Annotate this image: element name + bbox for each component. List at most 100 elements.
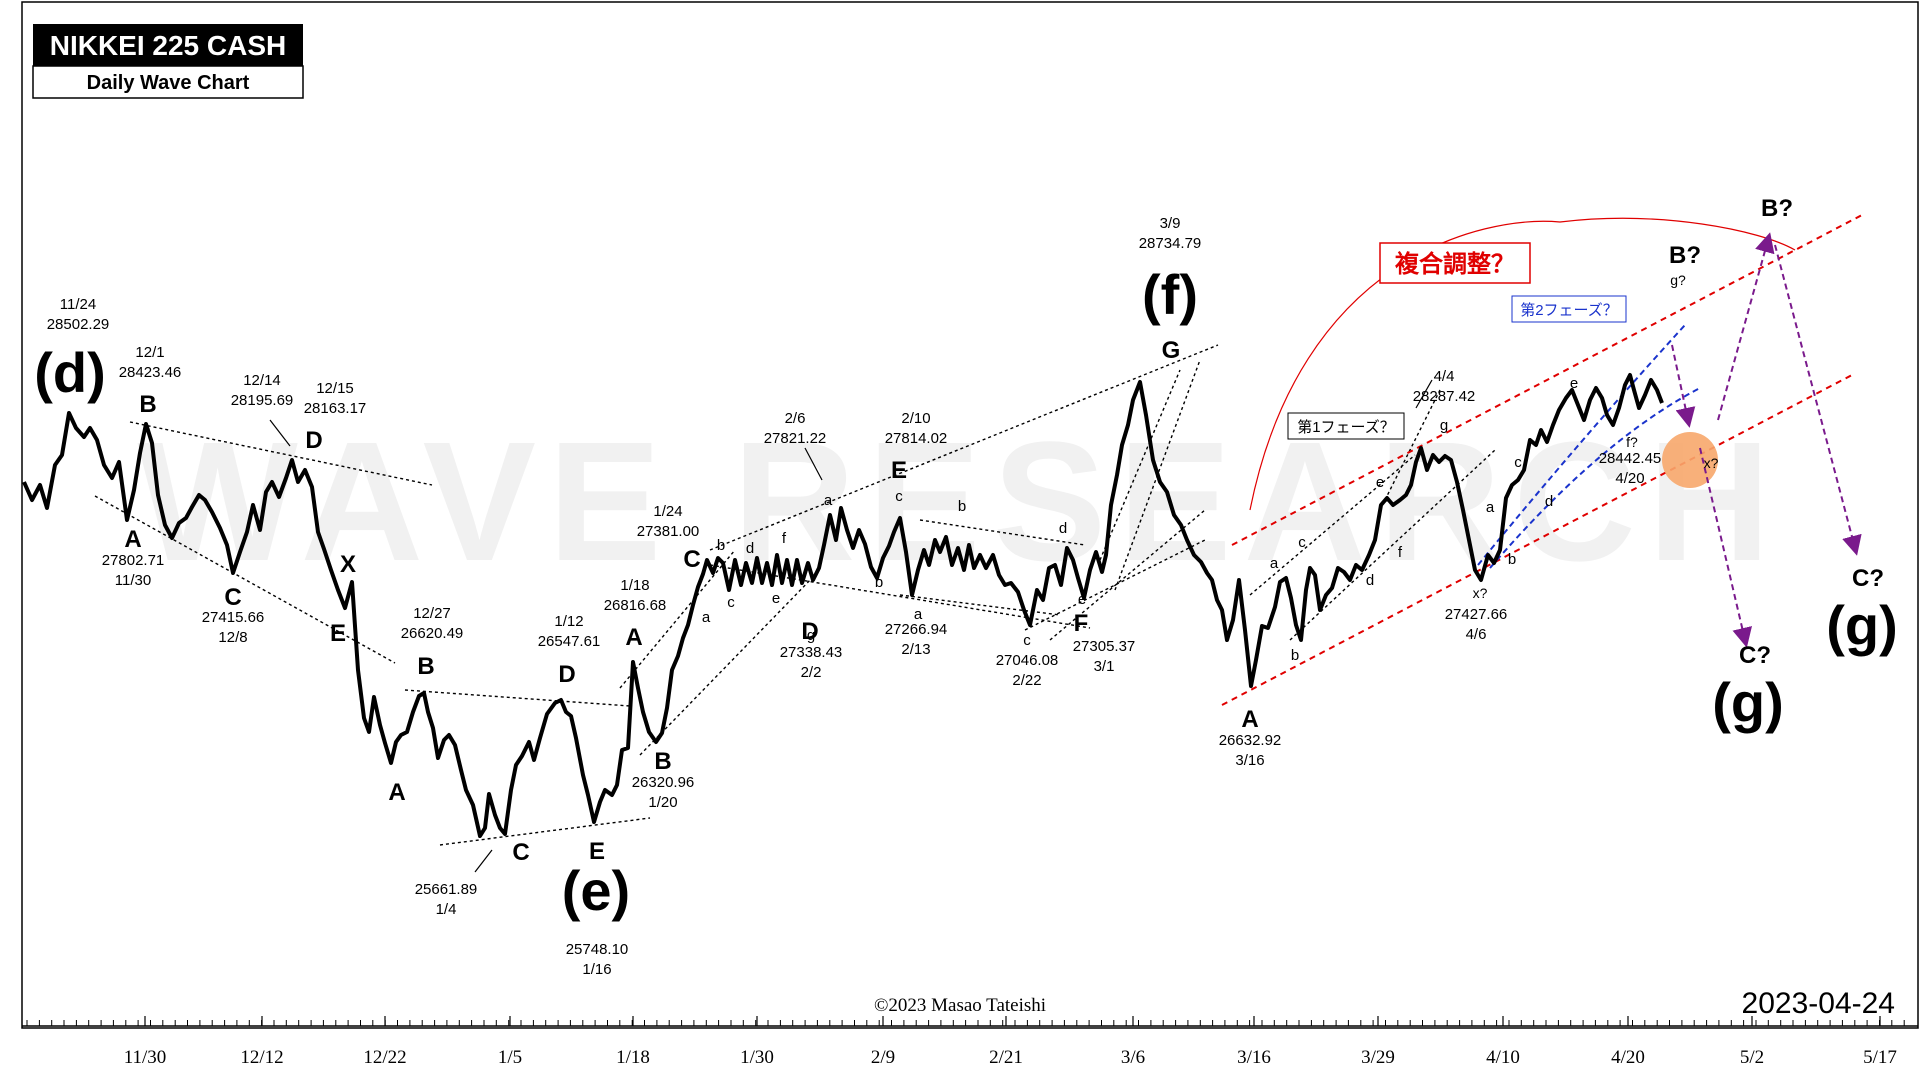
price-annotation: 27266.94 2/13 (885, 621, 948, 658)
annotation-value: 26620.49 (401, 625, 464, 642)
annotation-value: 28423.46 (119, 364, 182, 381)
minor-a-3: a (914, 606, 923, 623)
red-arc (1249, 217, 1796, 511)
proj-b-upper: B? (1761, 195, 1793, 222)
chart-border (21, 1, 1919, 1029)
phase1-label: 第1フェーズ？ (1297, 418, 1395, 436)
proj-c-left: C? (1739, 642, 1771, 669)
proj-g-q: g? (1670, 272, 1686, 288)
price-annotation: 12/14 28195.69 (231, 372, 294, 409)
minor-c-3: c (1023, 632, 1031, 649)
annotation-date: 4/20 (1615, 470, 1644, 487)
proj-c-right: C? (1852, 565, 1884, 592)
x-tick-label: 12/12 (240, 1047, 283, 1068)
wave-b-3: B (654, 748, 671, 775)
minor-b-2: b (875, 574, 883, 591)
x-tick-label: 2/21 (989, 1047, 1023, 1068)
price-annotation: 2/10 27814.02 (885, 410, 948, 447)
wave-a-2: A (388, 779, 405, 806)
x-tick-label: 4/10 (1486, 1047, 1520, 1068)
minor-b-3: b (958, 498, 966, 515)
title-box: NIKKEI 225 CASH Daily Wave Chart (32, 24, 304, 99)
wave-b-2: B (417, 653, 434, 680)
price-annotation: 4/4 28287.42 (1413, 368, 1476, 405)
annotation-value: 27814.02 (885, 430, 948, 447)
minor-c-2: c (895, 488, 903, 505)
price-annotation: 26632.92 3/16 (1219, 732, 1282, 769)
red-channel (1221, 214, 1863, 706)
annotation-value: 28734.79 (1139, 235, 1202, 252)
annotation-value: 28502.29 (47, 316, 110, 333)
annotation-date: 1/12 (554, 613, 583, 630)
minor-e-3: e (1078, 591, 1086, 608)
minor-a-5: a (1486, 499, 1495, 516)
price-annotation: 12/27 26620.49 (401, 605, 464, 642)
annotation-date: 2/22 (1012, 672, 1041, 689)
annotation-value: 28442.45 (1599, 450, 1662, 467)
complex-correction-label: 複合調整？ (1395, 250, 1515, 278)
target-circle (1662, 432, 1718, 488)
price-annotation: 27427.66 4/6 (1445, 606, 1508, 643)
price-annotation: 25748.10 1/16 (566, 941, 629, 978)
wave-c-1: C (224, 584, 241, 611)
wave-e-3: E (891, 457, 907, 484)
minor-e-4: e (1376, 474, 1384, 491)
annotation-date: 12/27 (413, 605, 451, 622)
price-annotations: 11/2428502.2912/128423.4627802.7111/3027… (47, 215, 1662, 978)
copyright: ©2023 Masao Tateishi (874, 995, 1046, 1016)
annotation-date: 2/10 (901, 410, 930, 427)
annotation-date: 1/18 (620, 577, 649, 594)
minor-d-4: d (1366, 572, 1374, 589)
annotation-value: 27821.22 (764, 430, 827, 447)
chart-subtitle: Daily Wave Chart (87, 72, 250, 94)
annotation-value: 27305.37 (1073, 638, 1136, 655)
annotation-value: 28195.69 (231, 392, 294, 409)
annotation-value: 27266.94 (885, 621, 948, 638)
minor-c-1: c (727, 594, 735, 611)
annotation-value: 26632.92 (1219, 732, 1282, 749)
phase1-callout: 第1フェーズ？ (1287, 412, 1405, 440)
wave-f-major: (f) (1142, 263, 1198, 326)
annotation-date: 12/8 (218, 629, 247, 646)
minor-d-3: d (1059, 520, 1067, 537)
price-annotation: 1/18 26816.68 (604, 577, 667, 614)
x-tick-label: 4/20 (1611, 1047, 1645, 1068)
annotation-date: 11/30 (115, 572, 151, 589)
minor-a-4: a (1270, 555, 1279, 572)
price-line (22, 373, 1664, 838)
annotation-value: 27338.43 (780, 644, 843, 661)
minor-c-5: c (1514, 454, 1522, 471)
minor-d-1: d (746, 540, 754, 557)
complex-correction-callout: 複合調整？ (1379, 242, 1531, 284)
wave-g-major-2: (g) (1826, 594, 1898, 657)
projection-arrows (1671, 232, 1862, 648)
minor-a-2: a (824, 492, 833, 509)
annotation-value: 26320.96 (632, 774, 695, 791)
price-annotation: 2/6 27821.22 (764, 410, 827, 447)
pointer-arrows (269, 379, 1433, 873)
annotation-date: 1/16 (582, 961, 611, 978)
minor-b-1: b (717, 537, 725, 554)
proj-b-mid: B? (1669, 242, 1701, 269)
x-tick-label: 11/30 (124, 1047, 167, 1068)
x-axis-ticks: 11/30 12/12 12/22 1/5 1/18 1/30 2/9 2/21 3/6 3/16… (124, 1016, 1897, 1068)
price-annotation: 1/12 26547.61 (538, 613, 601, 650)
price-annotation: 27338.43 2/2 (780, 644, 843, 681)
annotation-value: 27427.66 (1445, 606, 1508, 623)
minor-g-4: g (1440, 417, 1448, 434)
corrective-wave-labels: B A C D X E A B C D E A B C D E F G A (124, 337, 1258, 866)
price-annotation: 1/24 27381.00 (637, 503, 700, 540)
wave-e-1: E (330, 620, 346, 647)
annotation-value: 25661.89 (415, 881, 478, 898)
x-tick-label: 1/18 (616, 1047, 650, 1068)
price-annotation: 28442.45 4/20 (1599, 450, 1662, 487)
annotation-date: 11/24 (60, 296, 96, 313)
price-annotation: 12/1 28423.46 (119, 344, 182, 381)
minor-a-1: a (702, 609, 711, 626)
wave-g-major-1: (g) (1712, 671, 1784, 734)
annotation-date: 4/6 (1466, 626, 1487, 643)
price-annotation: 11/24 28502.29 (47, 296, 110, 333)
wave-d-major: (d) (34, 341, 106, 404)
chart-title: NIKKEI 225 CASH (50, 30, 287, 61)
